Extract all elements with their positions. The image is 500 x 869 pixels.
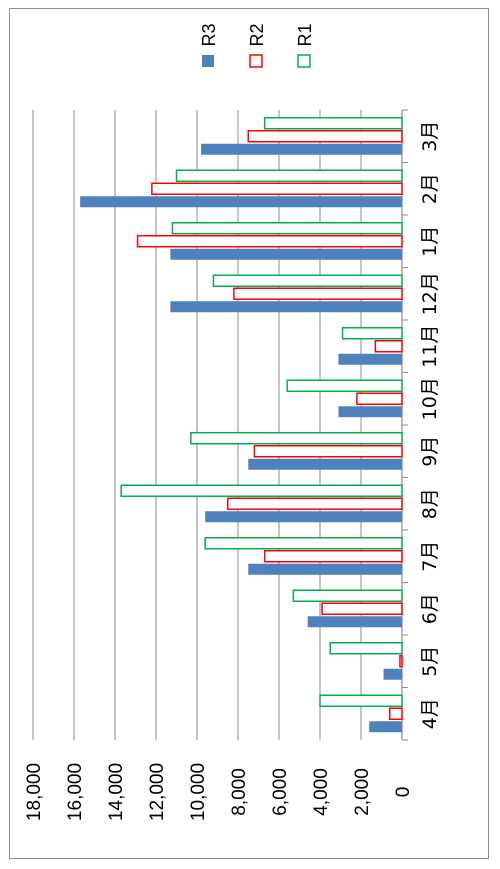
bar-r3 — [338, 353, 402, 365]
category-label: 7月 — [419, 541, 441, 572]
bar-r3 — [383, 668, 402, 680]
category-label: 2月 — [419, 173, 441, 204]
bar-r3 — [170, 301, 402, 313]
bar-r1 — [120, 484, 403, 497]
bar-r2 — [151, 182, 403, 195]
bar-r1 — [212, 274, 403, 287]
bar-r3 — [170, 248, 402, 260]
category-label: 8月 — [419, 488, 441, 519]
bar-r1 — [171, 222, 403, 235]
value-tick-label: 14,000 — [106, 763, 127, 821]
category-label: 3月 — [419, 121, 441, 152]
value-tick-label: 12,000 — [147, 763, 168, 821]
bar-r3 — [369, 721, 402, 733]
bar-r2 — [263, 550, 403, 563]
bar-r1 — [204, 537, 403, 550]
bar-r3 — [205, 511, 402, 523]
value-tick-label: 0 — [393, 787, 414, 798]
bar-r3 — [338, 406, 402, 418]
bar-r1 — [341, 327, 403, 340]
bar-r1 — [175, 169, 403, 182]
legend-label-r2: R2 — [247, 23, 267, 46]
category-label: 5月 — [419, 646, 441, 677]
bar-r1 — [286, 379, 403, 392]
legend-swatch-r2 — [249, 54, 263, 68]
bar-r2 — [253, 445, 403, 458]
category-label: 9月 — [419, 436, 441, 467]
bar-r1 — [329, 642, 403, 655]
bar-r3 — [248, 458, 402, 470]
bar-r3 — [248, 563, 402, 575]
legend-label-r1: R1 — [295, 23, 315, 46]
category-label: 4月 — [419, 698, 441, 729]
bar-r3 — [80, 196, 403, 208]
value-tick-label: 2,000 — [352, 768, 373, 816]
category-label: 11月 — [419, 325, 441, 368]
bar-r1 — [292, 589, 403, 602]
bar-r2 — [247, 130, 403, 143]
bar-r2 — [136, 235, 403, 248]
value-tick-label: 6,000 — [270, 768, 291, 816]
legend-swatch-r1 — [297, 54, 311, 68]
value-tick-label: 18,000 — [24, 763, 45, 821]
bar-r2 — [388, 707, 403, 720]
legend-swatch-r3 — [202, 55, 214, 67]
bar-r3 — [307, 616, 402, 628]
bar-r1 — [319, 694, 403, 707]
value-tick-label: 4,000 — [311, 768, 332, 816]
category-label: 12月 — [419, 272, 441, 315]
category-label: 1月 — [419, 226, 441, 257]
bar-r2 — [227, 497, 403, 510]
bar-r1 — [263, 117, 403, 130]
value-tick-label: 16,000 — [65, 763, 86, 821]
bar-r2 — [374, 340, 403, 353]
value-tick-label: 10,000 — [188, 763, 209, 821]
bar-r2 — [233, 287, 403, 300]
bar-r1 — [190, 432, 403, 445]
value-tick-label: 8,000 — [229, 768, 250, 816]
bar-r2 — [321, 602, 403, 615]
bar-r2 — [399, 655, 403, 668]
bar-r2 — [356, 392, 403, 405]
category-label: 6月 — [419, 593, 441, 624]
legend-label-r3: R3 — [199, 23, 219, 46]
category-label: 10月 — [419, 377, 441, 420]
bar-r3 — [201, 143, 402, 155]
